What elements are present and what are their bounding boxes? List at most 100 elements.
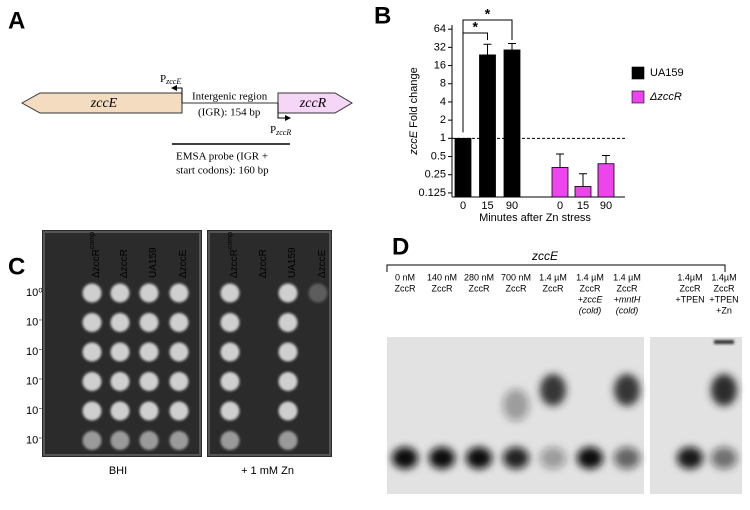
y-tick-label: 32: [434, 41, 446, 53]
y-tick-label: 0.125: [418, 187, 446, 199]
colony-spot: [110, 431, 130, 450]
strain-name: ΔzccE: [317, 249, 328, 278]
significance-star: *: [473, 19, 479, 35]
error-bar: [508, 43, 516, 50]
colony-spot: [220, 372, 240, 391]
free-probe-band: [466, 447, 492, 469]
significance-bracket: [462, 19, 513, 40]
x-tick-label: 0: [460, 200, 466, 212]
lane-label: +TPEN: [675, 294, 704, 304]
free-probe-band: [677, 447, 703, 469]
colony-spot: [139, 313, 159, 332]
lane-label: 700 nM: [501, 272, 531, 282]
colony-spot: [82, 372, 102, 391]
x-axis-label: Minutes after Zn stress: [479, 212, 591, 224]
strain-label: ΔzccR: [258, 249, 269, 278]
colony-spot: [308, 283, 328, 303]
lane-label: ZccR: [432, 283, 453, 293]
y-tick-label: 8: [440, 78, 446, 90]
lane-label: 1.4µM: [677, 272, 702, 282]
x-tick-label: 15: [577, 200, 589, 212]
colony-spot: [139, 283, 159, 303]
lane-label: +TPEN: [709, 294, 738, 304]
panel-label: C: [8, 253, 25, 280]
strain-superscript: comp: [89, 232, 96, 249]
colony-spot: [110, 401, 130, 421]
gel-bracket: [386, 264, 726, 272]
y-label-text: Fold change: [408, 67, 420, 128]
colony-spot: [278, 342, 298, 362]
strain-label: ΔzccE: [317, 249, 328, 278]
x-tick-label: 0: [557, 200, 563, 212]
promoter-arrow: [171, 85, 183, 103]
strain-name: ΔzccR: [119, 249, 130, 278]
colony-spot: [139, 372, 159, 391]
colony-spot: [82, 401, 102, 421]
colony-spot: [110, 342, 130, 362]
colony-spot: [169, 401, 189, 421]
colony-spot: [169, 372, 189, 391]
error-bar: [602, 154, 610, 164]
colony-spot: [82, 283, 102, 303]
legend-swatch: [631, 90, 645, 104]
promoter-subscript: zccR: [275, 128, 291, 137]
promoter-subscript: zccE: [165, 77, 181, 86]
strain-name: ΔzccE: [178, 249, 189, 278]
y-tick-label: 2: [440, 114, 446, 126]
legend-swatch: [631, 66, 645, 80]
panel-label: A: [8, 7, 25, 34]
plate-edge: [43, 231, 201, 456]
lane-label: (cold): [616, 305, 639, 315]
lane-label: +mntH: [614, 294, 641, 304]
free-probe-band: [711, 447, 737, 469]
colony-spot: [220, 342, 240, 362]
colony-spot: [220, 313, 240, 332]
colony-spot: [220, 431, 240, 450]
error-bar: [556, 153, 564, 168]
bar: [597, 163, 615, 198]
colony-spot: [139, 401, 159, 421]
free-probe-band: [577, 447, 603, 469]
bar: [574, 186, 592, 198]
colony-spot: [278, 372, 298, 391]
bar: [479, 54, 496, 198]
well-band: [714, 340, 734, 344]
gel-image: [650, 337, 742, 494]
bar: [551, 167, 569, 198]
panel-label: D: [392, 233, 409, 260]
strain-superscript: comp: [227, 232, 234, 249]
y-tick-label: 64: [434, 23, 446, 35]
colony-spot: [139, 342, 159, 362]
strain-label: ΔzccE: [178, 249, 189, 278]
colony-spot: [139, 431, 159, 450]
lane-label: ZccR: [714, 283, 735, 293]
bar: [454, 137, 472, 198]
colony-spot: [278, 313, 298, 332]
plate: [207, 230, 332, 457]
shifted-band: [711, 374, 737, 406]
bar-chart: 0.125 0.25 0.5 1 2 4 8 16 32 64 0 15 90 0 15 90 UA159 Δzc…: [418, 6, 683, 212]
strain-name: ΔzccR: [91, 249, 102, 278]
plate-edge: [208, 231, 331, 456]
lane-label: ZccR: [543, 283, 564, 293]
gene-label: zccE: [90, 96, 118, 111]
probe-label: EMSA probe (IGR +: [176, 151, 268, 163]
strain-name: ΔzccR: [229, 249, 240, 278]
gel-title: zccE: [531, 249, 559, 263]
gene-label: zccR: [299, 96, 327, 111]
lane-label: 280 nM: [464, 272, 494, 282]
strain-name: UA159: [148, 247, 159, 278]
y-label-gene: zccE: [408, 130, 420, 156]
strain-name: UA159: [287, 247, 298, 278]
error-bar: [483, 43, 492, 55]
y-tick-label: 4: [440, 96, 446, 108]
lane-label: +zccE: [578, 294, 604, 304]
colony-spot: [169, 342, 189, 362]
lane-label: ZccR: [580, 283, 601, 293]
panel-label: B: [374, 2, 391, 29]
lane-label: 140 nM: [427, 272, 457, 282]
lane-label: ZccR: [395, 283, 416, 293]
igr-label: Intergenic region: [192, 91, 268, 103]
y-tick-label: 16: [434, 59, 446, 71]
